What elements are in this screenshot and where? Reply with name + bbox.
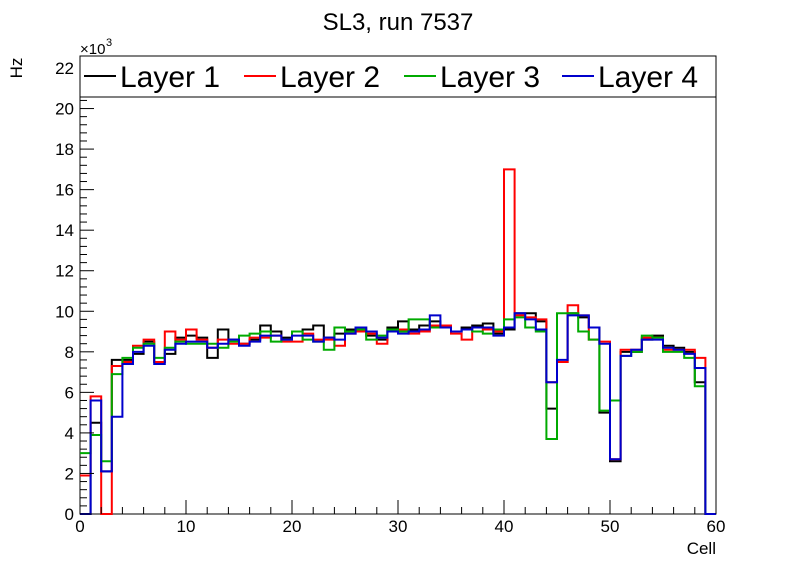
legend-item-4: Layer 4 xyxy=(562,61,698,94)
legend-label-2: Layer 2 xyxy=(280,61,380,94)
y-exponent: ×10 3 xyxy=(80,37,112,58)
x-tick-label: 0 xyxy=(75,517,84,536)
x-tick-label: 20 xyxy=(283,517,302,536)
y-tick-label: 2 xyxy=(65,464,74,483)
y-tick-label: 0 xyxy=(65,505,74,524)
y-tick-label: 4 xyxy=(65,424,74,443)
y-tick-label: 16 xyxy=(55,181,74,200)
legend-label-3: Layer 3 xyxy=(440,61,540,94)
x-tick-label: 50 xyxy=(601,517,620,536)
legend-item-2: Layer 2 xyxy=(244,61,380,94)
y-tick-label: 20 xyxy=(55,100,74,119)
legend-item-1: Layer 1 xyxy=(84,61,220,94)
legend-items: Layer 1 Layer 2 Layer 3 Layer 4 xyxy=(84,61,698,94)
y-axis: 0 2 4 6 8 10 12 14 16 18 20 22 xyxy=(55,59,94,524)
x-axis: 0 10 20 30 40 50 60 xyxy=(75,500,725,536)
legend: Layer 1 Layer 2 Layer 3 Layer 4 xyxy=(79,55,717,98)
y-tick-label: 8 xyxy=(65,343,74,362)
series-line-1 xyxy=(80,312,716,515)
y-axis-label: Hz xyxy=(7,58,26,79)
y-tick-label: 14 xyxy=(55,221,74,240)
x-tick-label: 60 xyxy=(707,517,726,536)
legend-label-1: Layer 1 xyxy=(120,61,220,94)
y-exponent-base: ×10 xyxy=(80,41,105,58)
legend-box xyxy=(79,55,717,98)
y-exponent-power: 3 xyxy=(106,37,112,49)
y-tick-label: 12 xyxy=(55,262,74,281)
y-tick-label: 10 xyxy=(55,302,74,321)
legend-item-3: Layer 3 xyxy=(404,61,540,94)
chart-title: SL3, run 7537 xyxy=(323,9,474,36)
x-tick-label: 30 xyxy=(389,517,408,536)
legend-label-4: Layer 4 xyxy=(598,61,698,94)
y-tick-label: 22 xyxy=(55,59,74,78)
series-line-4 xyxy=(80,312,716,515)
x-tick-label: 10 xyxy=(177,517,196,536)
y-tick-label: 18 xyxy=(55,140,74,159)
x-tick-label: 40 xyxy=(495,517,514,536)
y-tick-label: 6 xyxy=(65,383,74,402)
plot-area: 0 2 4 6 8 10 12 14 16 18 20 22 0 10 20 30 40 50 60 xyxy=(55,59,725,536)
x-axis-label: Cell xyxy=(687,539,716,558)
series-layer xyxy=(80,168,716,515)
